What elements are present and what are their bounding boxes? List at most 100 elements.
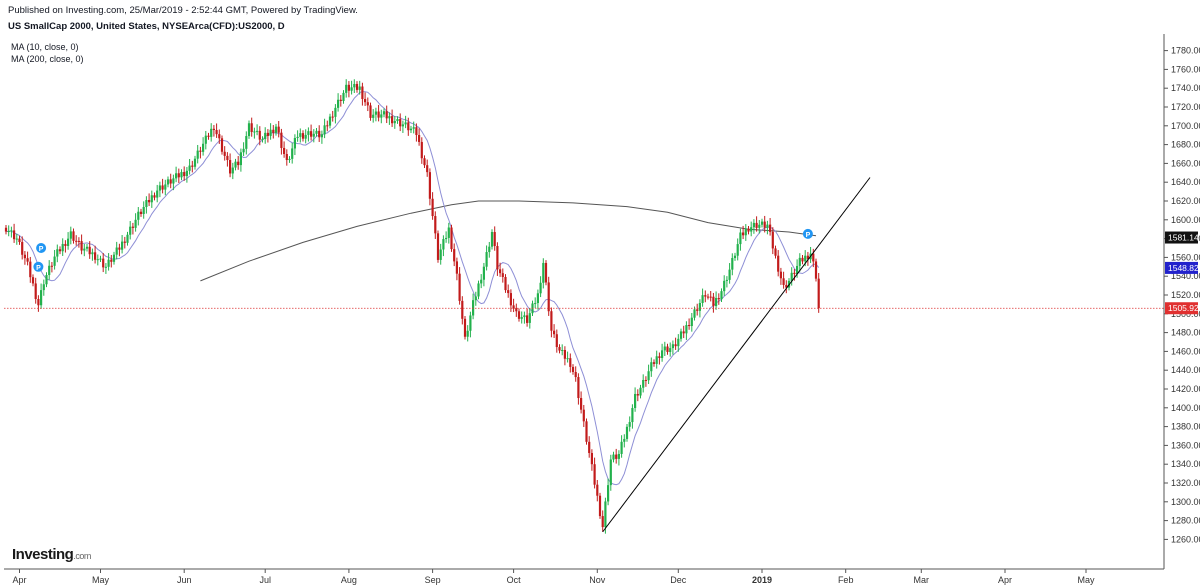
candle-down	[496, 246, 499, 270]
candle-up	[69, 231, 72, 239]
candle-down	[318, 130, 321, 138]
candle-up	[245, 136, 248, 149]
candle-up	[609, 459, 612, 486]
candle-up	[380, 114, 383, 118]
candle-up	[628, 422, 631, 427]
candle-up	[7, 230, 10, 232]
candle-down	[585, 421, 588, 442]
candle-down	[763, 221, 766, 228]
candle-down	[161, 185, 164, 190]
y-tick-label: 1260.00	[1171, 534, 1200, 544]
candle-down	[426, 165, 429, 173]
candle-up	[720, 291, 723, 300]
candle-up	[439, 249, 442, 260]
candle-down	[688, 325, 691, 327]
candle-down	[774, 248, 777, 256]
candle-up	[291, 148, 294, 159]
candle-up	[482, 266, 485, 280]
candle-up	[121, 241, 124, 250]
candle-up	[334, 107, 337, 117]
candle-down	[31, 277, 35, 284]
candle-down	[652, 362, 656, 364]
candle-up	[388, 116, 391, 119]
candle-up	[534, 303, 537, 305]
candle-down	[450, 227, 453, 250]
candle-up	[725, 279, 728, 281]
candle-up	[180, 172, 183, 178]
candle-up	[126, 234, 129, 243]
candle-up	[293, 138, 296, 149]
candle-up	[617, 453, 620, 459]
candle-up	[312, 133, 315, 137]
y-tick-label: 1620.00	[1171, 196, 1200, 206]
candle-down	[747, 228, 750, 232]
candle-down	[547, 282, 550, 312]
candle-down	[37, 298, 40, 306]
candle-up	[85, 246, 89, 249]
candle-up	[269, 129, 272, 136]
candle-down	[272, 129, 275, 133]
candle-up	[698, 302, 701, 311]
x-tick-label: Sep	[425, 575, 441, 585]
candle-up	[337, 99, 340, 108]
candle-down	[453, 249, 456, 262]
candle-down	[153, 195, 156, 198]
candle-down	[709, 296, 712, 298]
candle-down	[191, 165, 194, 167]
candle-up	[401, 124, 404, 127]
x-tick-label: 2019	[752, 575, 772, 585]
candle-up	[796, 265, 799, 275]
y-tick-label: 1640.00	[1171, 177, 1200, 187]
candle-down	[504, 276, 507, 291]
candle-up	[631, 408, 634, 423]
x-tick-label: Aug	[341, 575, 357, 585]
candle-down	[169, 179, 172, 184]
candle-down	[644, 379, 647, 381]
ma200-line	[200, 200, 817, 282]
candle-up	[358, 86, 361, 90]
candle-up	[490, 232, 494, 247]
ma10-line	[5, 91, 820, 486]
price-tag-label: 1505.92	[1168, 303, 1199, 313]
x-tick-label: May	[92, 575, 110, 585]
candle-down	[455, 261, 458, 274]
candle-up	[104, 266, 107, 268]
candle-down	[563, 349, 566, 359]
candle-up	[750, 227, 753, 232]
candle-up	[307, 131, 310, 135]
candle-up	[523, 315, 526, 318]
y-tick-label: 1480.00	[1171, 328, 1200, 338]
candle-up	[393, 121, 396, 124]
candle-down	[666, 346, 669, 352]
y-tick-label: 1420.00	[1171, 384, 1200, 394]
candle-down	[574, 371, 577, 378]
candle-down	[755, 222, 758, 228]
candle-down	[463, 318, 467, 337]
candle-up	[342, 92, 345, 101]
candle-down	[428, 172, 431, 199]
y-tick-label: 1760.00	[1171, 64, 1200, 74]
candle-down	[123, 241, 126, 243]
candle-up	[234, 161, 237, 168]
candle-down	[512, 305, 515, 309]
candle-up	[382, 111, 386, 115]
candle-up	[42, 284, 45, 291]
candle-down	[148, 199, 151, 203]
candle-down	[355, 83, 359, 90]
candle-down	[658, 356, 661, 358]
candle-up	[247, 123, 251, 137]
candle-up	[204, 135, 207, 144]
y-tick-label: 1540.00	[1171, 271, 1200, 281]
candle-down	[283, 147, 286, 154]
candle-up	[661, 350, 664, 358]
candle-up	[210, 128, 213, 137]
candle-up	[264, 132, 267, 140]
y-tick-label: 1560.00	[1171, 252, 1200, 262]
candle-down	[517, 311, 521, 319]
candle-up	[607, 485, 610, 502]
candle-down	[310, 131, 313, 137]
candle-down	[712, 296, 715, 307]
candle-up	[480, 279, 483, 284]
candle-up	[96, 259, 99, 261]
